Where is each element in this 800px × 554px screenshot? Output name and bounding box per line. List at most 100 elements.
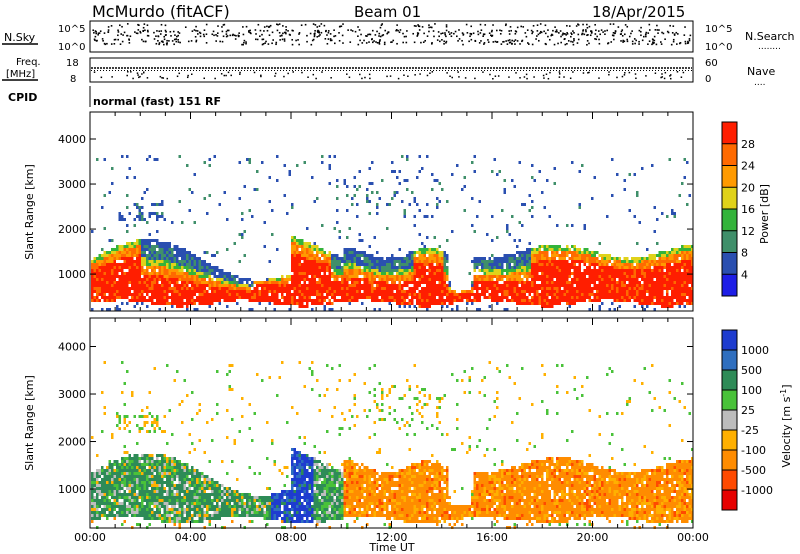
noise-point (195, 25, 197, 28)
power-cell (646, 305, 649, 308)
power-cell (346, 287, 349, 290)
noise-point (170, 35, 172, 37)
power-cell (676, 287, 679, 290)
power-cell (303, 248, 306, 251)
noise-point (688, 39, 691, 42)
power-cell (588, 269, 591, 272)
noise-point (620, 30, 623, 33)
power-cell (418, 296, 421, 299)
power-cell (491, 260, 494, 263)
power-cell (123, 290, 126, 293)
noise-point (306, 34, 308, 37)
power-cell (408, 266, 411, 269)
power-cell (341, 299, 344, 302)
power-cell (618, 287, 621, 290)
power-cell (421, 299, 424, 302)
power-cell (556, 245, 559, 248)
freq-point (628, 71, 631, 74)
power-cell (506, 269, 509, 272)
freq-point (292, 71, 294, 73)
power-cell (158, 242, 161, 245)
power-cell (188, 257, 191, 260)
power-cell (496, 287, 499, 290)
noise-point (169, 30, 172, 33)
power-cell (318, 296, 321, 299)
power-cell (386, 269, 389, 272)
power-cell (126, 272, 129, 275)
noise-point (395, 29, 398, 31)
power-cell (566, 251, 569, 254)
power-cell (386, 257, 389, 260)
power-cell (331, 281, 334, 284)
power-cell (181, 275, 184, 278)
noise-point (488, 32, 491, 35)
noise-point (259, 35, 261, 38)
power-cell (513, 299, 516, 302)
power-cell (521, 257, 524, 260)
power-cell (301, 266, 304, 269)
power-cell (671, 296, 674, 299)
power-cell (148, 290, 151, 293)
power-cell (333, 287, 336, 290)
power-cell (103, 254, 106, 257)
noise-point (611, 34, 614, 37)
power-cell (536, 257, 539, 260)
power-cell (413, 305, 416, 308)
power-cell (393, 281, 396, 284)
power-cell (636, 242, 639, 245)
power-cell (428, 287, 431, 290)
power-cell (126, 224, 129, 227)
power-cell (686, 293, 689, 296)
power-cell (278, 302, 281, 305)
power-cell (496, 263, 499, 266)
power-cell (621, 299, 624, 302)
noise-point (483, 42, 486, 44)
noise-point (166, 39, 168, 42)
power-cell (641, 284, 644, 287)
power-cell (636, 191, 639, 194)
power-cell (506, 263, 509, 266)
power-cell (181, 257, 184, 260)
power-cell (441, 251, 444, 254)
noise-point (469, 32, 472, 35)
power-cell (161, 263, 164, 266)
power-cell (176, 257, 179, 260)
power-cell (473, 266, 476, 269)
power-cell (528, 269, 531, 272)
power-cell (558, 281, 561, 284)
power-cell (453, 296, 456, 299)
power-cell (518, 302, 521, 305)
power-cell (256, 188, 259, 191)
noise-point (441, 32, 444, 34)
freq-point (519, 77, 521, 79)
noise-point (688, 38, 691, 40)
power-cell (408, 254, 411, 257)
power-cell (643, 266, 646, 269)
power-cell (141, 266, 144, 269)
power-cell (528, 248, 531, 251)
power-cell (583, 257, 586, 260)
power-cell (221, 293, 224, 296)
power-cell (676, 248, 679, 251)
power-cell (103, 275, 106, 278)
power-cell (293, 278, 296, 281)
power-cell (353, 194, 356, 197)
power-cell (348, 296, 351, 299)
power-cell (336, 209, 339, 212)
power-cell (138, 269, 141, 272)
power-cell (526, 302, 529, 305)
power-cell (403, 275, 406, 278)
power-cell (426, 296, 429, 299)
power-cell (533, 248, 536, 251)
power-cell (198, 263, 201, 266)
power-cell (293, 239, 296, 242)
power-cell (181, 260, 184, 263)
power-cell (401, 284, 404, 287)
power-cell (153, 254, 156, 257)
power-cell (686, 272, 689, 275)
power-cell (423, 266, 426, 269)
noise-point (532, 31, 534, 33)
power-cell (421, 305, 424, 308)
power-cell (513, 287, 516, 290)
noise-point (158, 43, 160, 46)
